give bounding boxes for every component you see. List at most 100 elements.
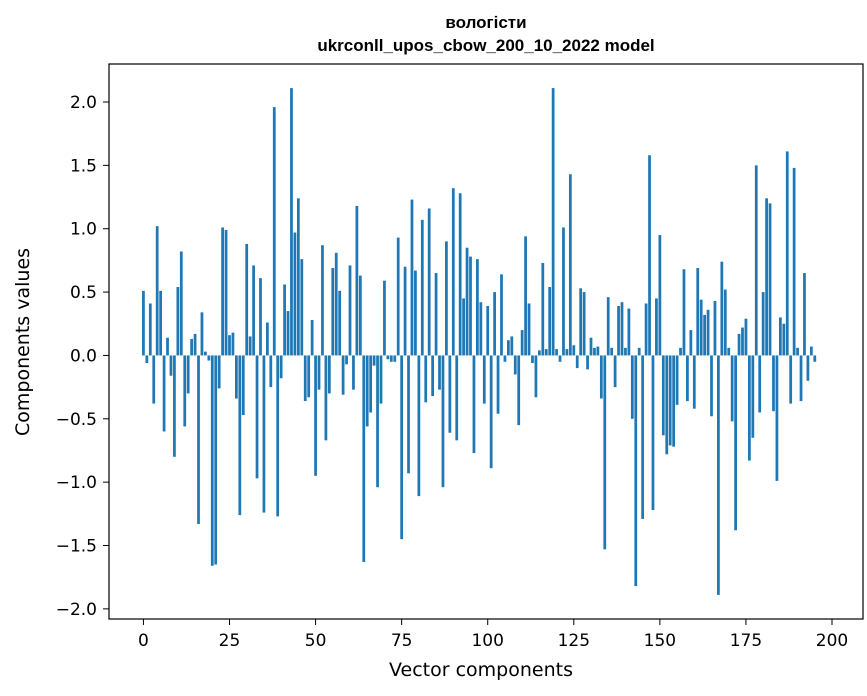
bar — [173, 355, 176, 457]
bar — [379, 355, 383, 404]
bar — [410, 199, 414, 356]
plot-frame — [108, 63, 864, 620]
y-ticks-group: −2.0 −1.5 −1.0 −0.5 0.0 0.5 1.0 1.5 2.0 — [56, 93, 109, 620]
bar — [327, 355, 331, 394]
bar — [679, 347, 682, 356]
y-tick-label: −1.0 — [56, 473, 97, 493]
bar — [579, 288, 583, 356]
bar — [431, 355, 435, 396]
bar — [520, 330, 524, 356]
bar — [169, 355, 173, 376]
bar — [476, 259, 479, 356]
bar — [541, 262, 545, 356]
bar — [651, 355, 655, 511]
bar — [703, 314, 706, 356]
x-tick-label: 50 — [305, 631, 327, 651]
bar — [717, 355, 720, 595]
bar — [665, 355, 669, 455]
bar — [782, 323, 786, 356]
bar — [352, 355, 355, 390]
bar — [145, 355, 149, 364]
bar — [414, 270, 417, 356]
bar — [572, 345, 576, 356]
bar — [593, 347, 596, 356]
x-tick-label: 0 — [138, 631, 149, 651]
bar — [197, 355, 200, 524]
bar — [231, 332, 235, 356]
bar — [420, 219, 424, 356]
x-tick-label: 75 — [391, 631, 413, 651]
bar — [613, 355, 617, 388]
bar — [696, 268, 700, 356]
bar — [204, 351, 207, 356]
bar — [692, 355, 696, 409]
bar — [376, 355, 379, 488]
bar — [207, 355, 211, 361]
bar — [610, 347, 614, 356]
bar — [159, 290, 163, 356]
bar — [765, 198, 768, 356]
bar — [259, 278, 262, 356]
y-tick-label: 0.0 — [70, 346, 97, 366]
bar — [644, 303, 648, 356]
bar — [369, 355, 373, 413]
bar — [751, 355, 755, 438]
bar — [283, 284, 286, 356]
bar — [710, 355, 713, 417]
bar — [562, 227, 565, 356]
bar — [672, 355, 676, 447]
bar — [627, 308, 631, 356]
bar — [462, 298, 465, 356]
bar — [190, 338, 193, 356]
bar — [713, 300, 717, 356]
bar — [241, 355, 245, 415]
bar — [510, 336, 514, 356]
bar — [675, 355, 679, 405]
bar — [813, 355, 817, 362]
bar — [248, 336, 252, 356]
bar — [293, 232, 297, 356]
bar — [720, 261, 724, 356]
bar — [723, 289, 727, 356]
bar — [548, 287, 552, 356]
x-tick-label: 150 — [644, 631, 676, 651]
y-tick-label: 1.0 — [70, 220, 97, 240]
bar — [803, 273, 806, 356]
bar — [565, 349, 569, 356]
bar — [290, 88, 293, 356]
bar — [331, 268, 335, 356]
bar — [589, 337, 593, 356]
bar — [255, 355, 259, 479]
bar — [775, 355, 779, 481]
bar — [142, 290, 145, 356]
bar — [551, 88, 555, 356]
bar — [166, 337, 169, 356]
bar — [648, 155, 651, 356]
bar — [345, 355, 348, 365]
bar — [434, 273, 438, 356]
bar — [641, 355, 645, 519]
bar — [544, 349, 548, 356]
bar — [486, 306, 490, 356]
bar — [296, 198, 300, 356]
bar — [617, 306, 620, 356]
x-tick-label: 25 — [219, 631, 241, 651]
bar — [235, 355, 238, 399]
bar — [741, 327, 744, 356]
bar — [176, 287, 180, 356]
bar — [479, 302, 483, 356]
bar — [513, 355, 517, 375]
bar — [758, 355, 762, 413]
bar — [438, 355, 441, 390]
bar — [686, 355, 689, 402]
bar — [417, 355, 421, 497]
bar — [269, 355, 273, 388]
bar — [365, 355, 369, 427]
bar — [224, 229, 228, 356]
bar — [555, 349, 558, 356]
bar — [341, 355, 345, 395]
bar — [489, 355, 493, 469]
x-axis-label: Vector components — [389, 659, 573, 681]
bar — [472, 355, 476, 454]
